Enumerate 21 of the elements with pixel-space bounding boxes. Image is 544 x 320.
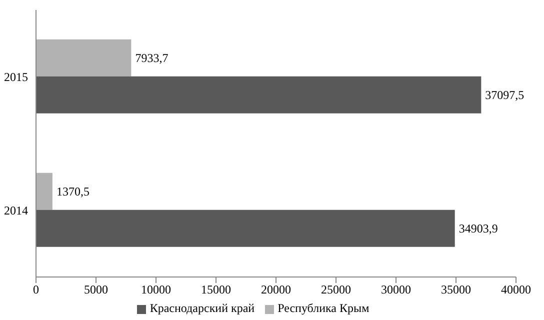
x-tick-label: 15000 [201, 282, 231, 297]
data-label: 7933,7 [135, 50, 168, 65]
legend-label: Республика Крым [278, 301, 370, 315]
y-tick-label: 2015 [4, 70, 28, 84]
x-tick-label: 10000 [141, 282, 171, 297]
data-label: 34903,9 [458, 221, 498, 236]
x-tick-label: 40000 [501, 282, 531, 297]
x-tick-label: 20000 [261, 282, 291, 297]
legend-label: Краснодарский край [150, 301, 255, 315]
y-tick-label: 2014 [4, 204, 28, 218]
bar [36, 210, 455, 247]
bar [36, 76, 482, 114]
x-tick-label: 25000 [321, 282, 351, 297]
bar [36, 39, 132, 76]
bar [36, 172, 52, 210]
data-label: 37097,5 [485, 88, 524, 102]
data-label: 1370,5 [56, 184, 90, 198]
x-tick-label: 0 [33, 282, 39, 297]
x-tick-label: 5000 [84, 282, 108, 297]
x-tick-label: 35000 [441, 282, 471, 297]
x-tick-label: 30000 [381, 282, 411, 297]
